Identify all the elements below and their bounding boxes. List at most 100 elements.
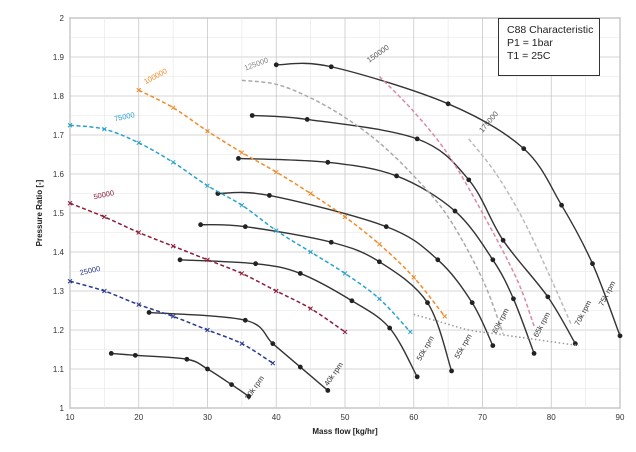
x-tick-label: 80: [547, 413, 556, 422]
data-point-75000: [273, 228, 279, 233]
data-point-70k-rpm: [545, 294, 551, 300]
data-point-30k-rpm: [184, 356, 190, 362]
info-title: C88 Characteristic: [507, 24, 594, 36]
data-point-100000: [205, 128, 210, 134]
y-tick-label: 1.3: [53, 287, 65, 296]
data-point-55k-rpm: [425, 300, 430, 306]
data-point-75k-rpm: [328, 64, 334, 70]
data-point-55k-rpm: [376, 259, 382, 265]
data-point-65k-rpm: [511, 296, 516, 302]
data-point-40k-rpm: [325, 388, 331, 393]
data-point-75k-rpm: [521, 146, 527, 152]
data-point-100000: [136, 87, 142, 93]
y-tick-label: 2: [60, 14, 65, 23]
data-point-30k-rpm: [205, 366, 210, 372]
data-point-50k-rpm: [414, 374, 420, 380]
data-point-100000: [239, 150, 245, 155]
data-point-60k-rpm: [266, 193, 272, 198]
data-point-25000: [270, 360, 276, 366]
series-line-50000: [69, 202, 346, 333]
data-point-50000: [102, 214, 107, 220]
data-point-65k-rpm: [325, 159, 331, 165]
series-line-100000: [138, 89, 446, 317]
info-pressure: P1 = 1bar: [507, 37, 553, 49]
data-point-50k-rpm: [349, 298, 355, 304]
data-point-100000: [342, 214, 348, 220]
y-axis-label: Pressure Ratio [-]: [35, 179, 44, 246]
y-tick-label: 1.1: [53, 365, 65, 374]
data-point-75000: [205, 183, 210, 189]
data-point-100000: [308, 191, 313, 196]
data-point-70k-rpm: [500, 237, 506, 243]
x-tick-label: 30: [203, 413, 212, 422]
data-point-75k-rpm: [590, 261, 595, 267]
data-point-75000: [342, 271, 348, 276]
data-point-25000: [205, 327, 210, 333]
data-point-65k-rpm: [394, 173, 399, 179]
data-point-25000: [136, 302, 142, 308]
x-tick-label: 90: [616, 413, 625, 422]
data-point-50000: [170, 243, 176, 249]
data-point-30k-rpm: [108, 351, 114, 356]
data-point-60k-rpm: [435, 257, 441, 263]
data-point-75000: [170, 159, 176, 165]
data-point-50000: [136, 230, 142, 235]
data-point-100000: [273, 169, 279, 175]
y-tick-label: 1.7: [53, 131, 65, 140]
data-point-50000: [239, 271, 245, 276]
data-point-70k-rpm: [414, 136, 420, 142]
series-line-125000: [241, 79, 504, 335]
data-point-50000: [342, 329, 348, 335]
x-tick-label: 60: [409, 413, 418, 422]
data-point-65k-rpm: [236, 156, 241, 161]
y-tick-label: 1.5: [53, 209, 65, 218]
data-point-75000: [136, 140, 142, 146]
y-tick-label: 1.8: [53, 92, 65, 101]
chart-info-box: C88 Characteristic P1 = 1bar T1 = 25C: [498, 18, 600, 76]
data-point-75000: [407, 329, 413, 335]
x-tick-label: 70: [478, 413, 487, 422]
data-point-50k-rpm: [177, 257, 183, 263]
x-tick-label: 10: [66, 413, 75, 422]
y-tick-label: 1: [60, 404, 65, 413]
y-tick-label: 1.6: [53, 170, 65, 179]
data-point-60k-rpm: [490, 343, 496, 348]
x-tick-label: 20: [134, 413, 143, 422]
data-point-25000: [102, 288, 107, 294]
data-point-25000: [67, 278, 73, 284]
data-point-100000: [377, 241, 382, 247]
data-point-25000: [170, 313, 176, 319]
data-point-100000: [411, 274, 417, 280]
series-line-surge: [413, 313, 579, 347]
data-point-65k-rpm: [490, 257, 496, 263]
data-point-40k-rpm: [270, 341, 276, 347]
data-point-75k-rpm: [445, 101, 451, 107]
data-point-75000: [308, 249, 313, 255]
data-point-40k-rpm: [242, 317, 248, 323]
data-point-55k-rpm: [198, 222, 204, 228]
series-line-150000: [378, 75, 535, 327]
y-tick-label: 1.2: [53, 326, 65, 335]
data-point-75k-rpm: [559, 202, 564, 208]
data-point-30k-rpm: [132, 352, 138, 358]
data-point-40k-rpm: [146, 310, 152, 315]
curve-label-75000: 75000: [113, 110, 135, 123]
x-tick-label: 50: [341, 413, 350, 422]
data-point-100000: [170, 105, 176, 111]
data-point-30k-rpm: [246, 393, 252, 399]
data-point-75k-rpm: [273, 62, 279, 68]
data-point-50k-rpm: [253, 261, 259, 267]
data-point-75000: [67, 122, 73, 128]
data-point-55k-rpm: [328, 239, 334, 245]
data-point-100000: [442, 313, 448, 319]
data-point-70k-rpm: [572, 341, 578, 347]
data-point-65k-rpm: [531, 351, 537, 356]
data-point-55k-rpm: [242, 224, 248, 230]
series-line-50k-rpm: [179, 259, 418, 378]
data-point-50000: [205, 257, 210, 263]
data-point-60k-rpm: [469, 300, 475, 306]
x-axis-label: Mass flow [kg/hr]: [312, 427, 378, 436]
series-line-175000: [468, 138, 573, 327]
